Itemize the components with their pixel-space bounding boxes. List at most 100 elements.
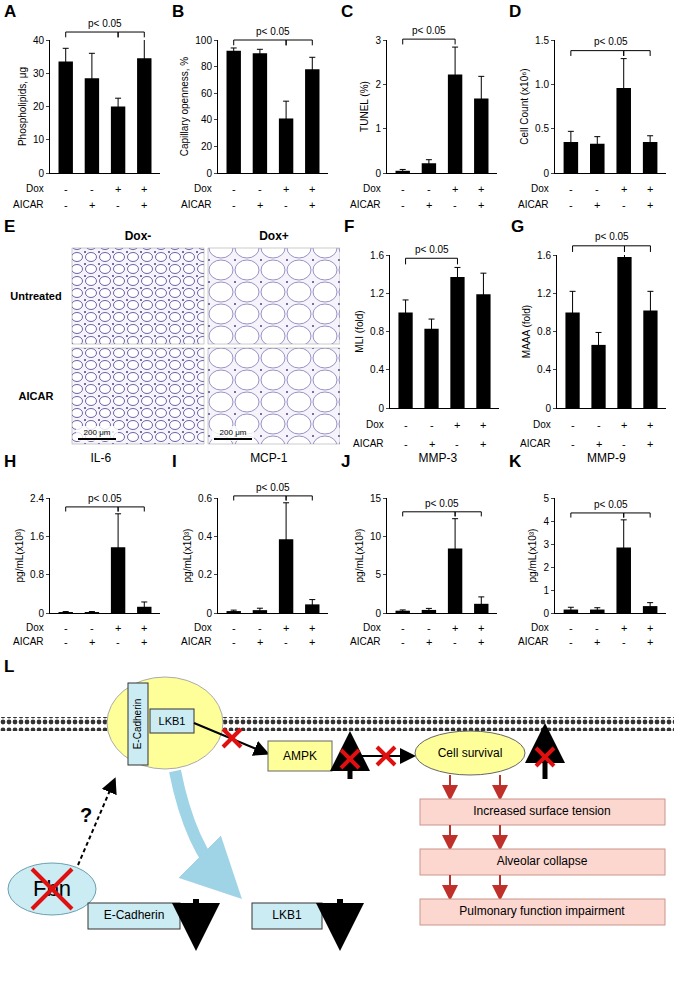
svg-text:0: 0 xyxy=(543,168,549,179)
svg-text:-: - xyxy=(232,183,236,195)
svg-text:1: 1 xyxy=(375,123,381,134)
svg-text:-: - xyxy=(622,438,626,450)
svg-text:p< 0.05: p< 0.05 xyxy=(88,18,122,29)
svg-text:+: + xyxy=(89,199,95,211)
svg-text:+: + xyxy=(594,199,600,211)
svg-text:-: - xyxy=(258,183,262,195)
svg-text:20: 20 xyxy=(33,101,45,112)
svg-text:+: + xyxy=(647,183,653,195)
svg-text:AICAR: AICAR xyxy=(350,199,381,210)
svg-text:+: + xyxy=(647,622,653,634)
svg-text:-: - xyxy=(64,199,68,211)
svg-text:-: - xyxy=(258,622,262,634)
svg-text:1.6: 1.6 xyxy=(30,531,44,542)
svg-text:+: + xyxy=(141,199,147,211)
svg-text:+: + xyxy=(426,199,432,211)
svg-text:+: + xyxy=(309,199,315,211)
svg-text:-: - xyxy=(90,622,94,634)
svg-text:-: - xyxy=(622,636,626,648)
svg-text:p< 0.05: p< 0.05 xyxy=(415,244,449,255)
svg-text:+: + xyxy=(257,199,263,211)
svg-text:Dox+: Dox+ xyxy=(259,229,289,243)
svg-text:Pulmonary function impairment: Pulmonary function impairment xyxy=(459,904,625,918)
svg-text:-: - xyxy=(401,183,405,195)
svg-text:pg/mL(x10³): pg/mL(x10³) xyxy=(182,529,193,583)
svg-text:+: + xyxy=(452,622,458,634)
svg-text:Dox: Dox xyxy=(194,622,212,633)
svg-text:-: - xyxy=(430,419,434,431)
svg-text:1.2: 1.2 xyxy=(370,288,384,299)
svg-text:-: - xyxy=(64,183,68,195)
svg-text:15: 15 xyxy=(370,493,382,504)
svg-text:-: - xyxy=(401,636,405,648)
svg-text:0: 0 xyxy=(38,168,44,179)
svg-text:pg/mL(x10³): pg/mL(x10³) xyxy=(354,529,365,583)
svg-text:0: 0 xyxy=(375,608,381,619)
svg-text:2.4: 2.4 xyxy=(30,493,44,504)
svg-text:-: - xyxy=(232,622,236,634)
svg-text:AICAR: AICAR xyxy=(350,636,381,647)
svg-text:-: - xyxy=(569,636,573,648)
svg-text:0: 0 xyxy=(545,403,551,414)
svg-text:80: 80 xyxy=(201,61,213,72)
svg-text:-: - xyxy=(401,622,405,634)
svg-text:200 μm: 200 μm xyxy=(220,428,247,437)
svg-text:-: - xyxy=(401,199,405,211)
svg-text:E-Cadherin: E-Cadherin xyxy=(104,908,165,922)
svg-text:E-Cadherin: E-Cadherin xyxy=(132,699,143,750)
svg-text:-: - xyxy=(232,199,236,211)
svg-text:+: + xyxy=(621,183,627,195)
svg-text:30: 30 xyxy=(33,68,45,79)
svg-text:0.8: 0.8 xyxy=(30,569,44,580)
svg-text:10: 10 xyxy=(33,134,45,145)
svg-text:p< 0.05: p< 0.05 xyxy=(594,499,628,510)
svg-text:0.4: 0.4 xyxy=(370,364,384,375)
svg-text:+: + xyxy=(141,636,147,648)
svg-text:Untreated: Untreated xyxy=(10,290,61,302)
svg-text:AICAR: AICAR xyxy=(518,199,549,210)
svg-text:MCP-1: MCP-1 xyxy=(250,451,288,465)
svg-text:1.6: 1.6 xyxy=(537,250,551,261)
svg-text:-: - xyxy=(597,419,601,431)
svg-text:p< 0.05: p< 0.05 xyxy=(425,498,459,509)
svg-text:0.5: 0.5 xyxy=(535,123,549,134)
svg-text:+: + xyxy=(621,419,627,431)
svg-text:+: + xyxy=(283,183,289,195)
svg-text:AICAR: AICAR xyxy=(13,199,44,210)
svg-text:-: - xyxy=(595,622,599,634)
svg-text:-: - xyxy=(284,199,288,211)
svg-text:p< 0.05: p< 0.05 xyxy=(412,25,446,36)
svg-text:-: - xyxy=(569,183,573,195)
svg-text:+: + xyxy=(141,183,147,195)
svg-text:MMP-9: MMP-9 xyxy=(587,451,626,465)
svg-text:-: - xyxy=(453,199,457,211)
svg-text:Dox-: Dox- xyxy=(125,229,152,243)
svg-text:+: + xyxy=(478,636,484,648)
svg-text:+: + xyxy=(478,199,484,211)
svg-text:+: + xyxy=(89,636,95,648)
svg-text:Dox: Dox xyxy=(366,419,384,430)
svg-text:AICAR: AICAR xyxy=(520,438,551,449)
svg-text:+: + xyxy=(478,622,484,634)
svg-text:Dox: Dox xyxy=(531,183,549,194)
svg-text:-: - xyxy=(427,183,431,195)
svg-text:20: 20 xyxy=(201,141,213,152)
svg-text:+: + xyxy=(115,622,121,634)
svg-text:-: - xyxy=(64,636,68,648)
svg-text:AMPK: AMPK xyxy=(283,749,317,763)
svg-text:-: - xyxy=(595,183,599,195)
svg-text:+: + xyxy=(141,622,147,634)
svg-text:40: 40 xyxy=(33,35,45,46)
svg-text:1: 1 xyxy=(543,585,549,596)
svg-text:-: - xyxy=(90,183,94,195)
svg-text:Cell Count (x10⁶): Cell Count (x10⁶) xyxy=(519,68,530,144)
svg-text:AICAR: AICAR xyxy=(181,199,212,210)
svg-text:+: + xyxy=(478,183,484,195)
svg-text:-: - xyxy=(571,419,575,431)
svg-text:-: - xyxy=(116,199,120,211)
svg-text:AICAR: AICAR xyxy=(19,390,54,402)
svg-text:3: 3 xyxy=(375,35,381,46)
svg-text:+: + xyxy=(596,438,602,450)
svg-text:+: + xyxy=(647,438,653,450)
svg-text:+: + xyxy=(309,622,315,634)
